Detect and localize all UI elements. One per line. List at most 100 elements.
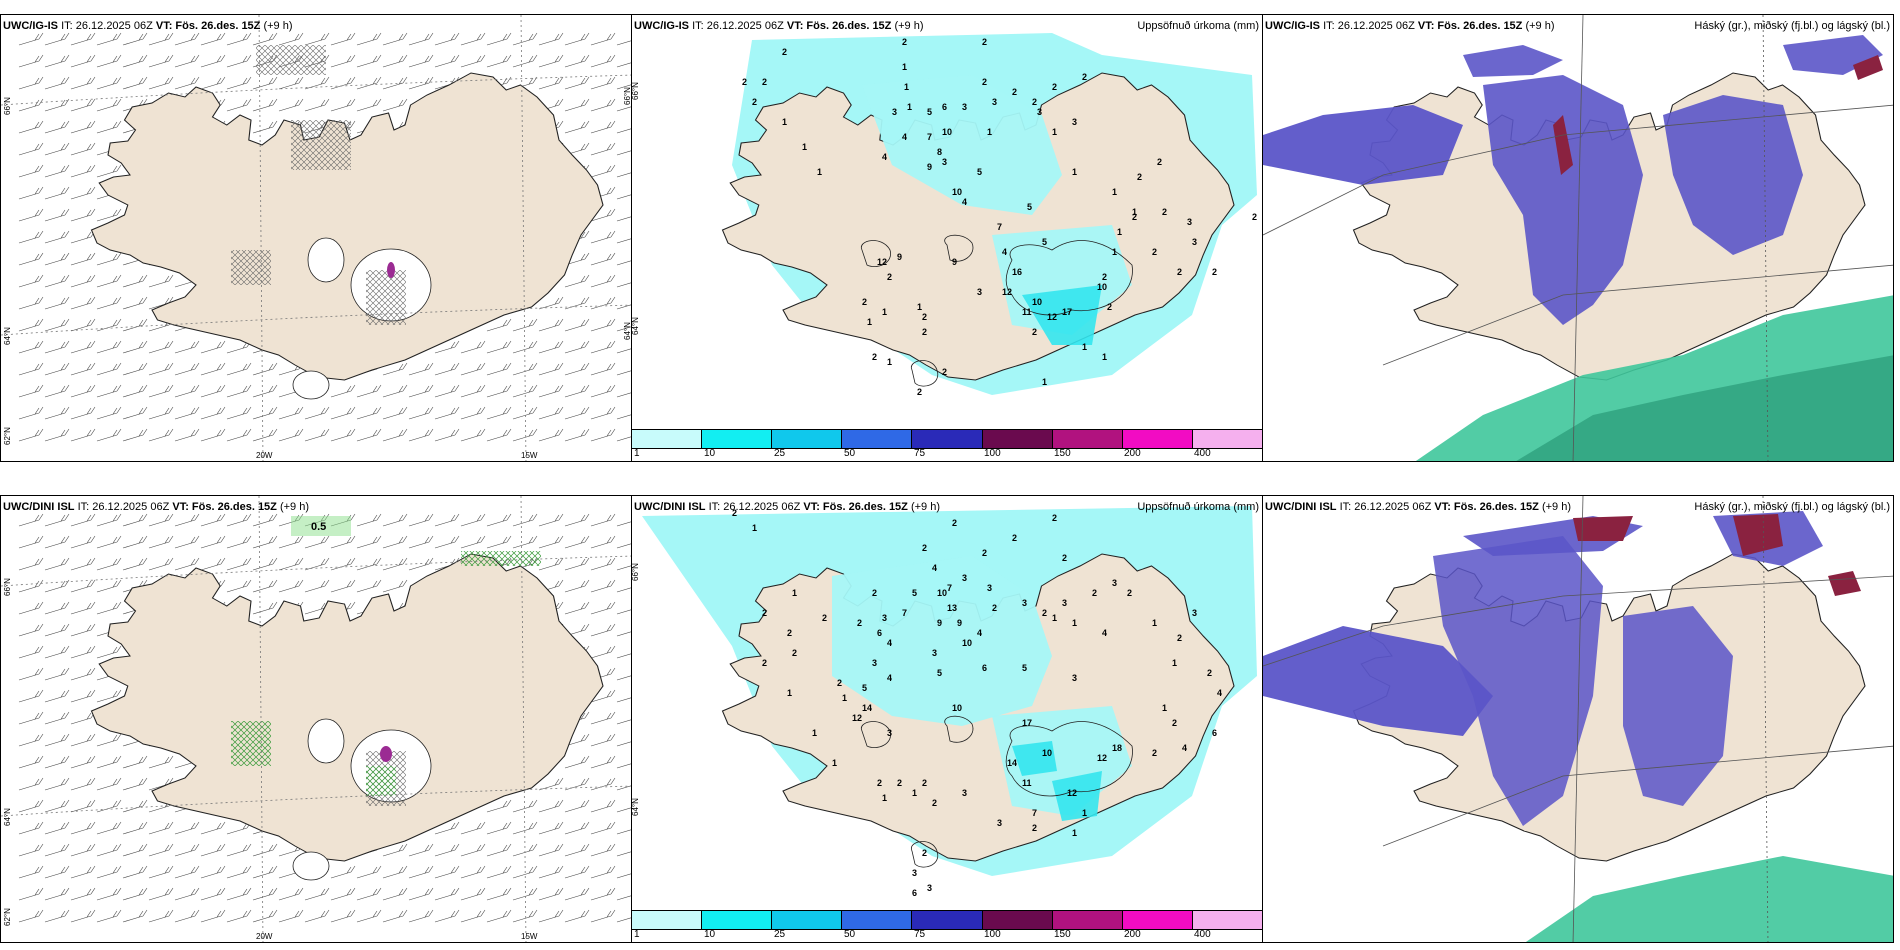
wind-barb [590,32,616,46]
wind-barb [434,362,460,376]
wind-barb [590,513,616,527]
wind-barb [434,340,460,354]
wind-barb [18,909,44,923]
precip-value: 1 [1132,207,1137,217]
precip-value: 1 [1102,352,1107,362]
precip-value: 2 [857,618,862,628]
wind-barb [616,785,631,791]
precip-value: 4 [977,628,982,638]
colorbar-swatch [702,911,773,929]
wind-barb [616,436,631,442]
wind-barb [18,362,44,376]
precip-value: 2 [822,613,827,623]
precip-value: 12 [852,713,862,723]
panel-title: UWC/DINI ISL IT: 26.12.2025 06Z VT: Fös.… [634,501,941,513]
wind-barb [70,623,96,637]
precip-value: 2 [917,387,922,397]
precip-value: 1 [887,357,892,367]
precip-value: 5 [1027,202,1032,212]
wind-barb [382,384,408,398]
wind-barb [434,865,460,879]
wind-barb [304,428,330,442]
precip-value: 1 [867,317,872,327]
wind-barb [148,362,174,376]
precip-value: 13 [947,603,957,613]
wind-barb [616,873,631,879]
wind-barb [486,843,512,857]
wind-barb [616,675,631,681]
wind-barb [278,428,304,442]
precip-value: 1 [882,793,887,803]
wind-barb [356,909,382,923]
wind-barb [44,667,70,681]
wind-barb [538,54,564,68]
precip-value: 1 [1112,187,1117,197]
wind-barb [70,318,96,332]
colorbar-label: 100 [984,448,1001,459]
wind-barb [538,909,564,923]
wind-barb [460,843,486,857]
panel-title: UWC/IG-IS IT: 26.12.2025 06Z VT: Fös. 26… [1265,20,1555,32]
precip-value: 14 [1007,758,1017,768]
precip-value: 9 [952,257,957,267]
precip-value: 2 [887,272,892,282]
wind-barb [70,557,96,571]
precip-value: 10 [937,588,947,598]
wind-barb [44,579,70,593]
wind-barb [304,76,330,90]
colorbar-label: 10 [703,929,716,940]
wind-barb [356,535,382,549]
precip-value: 11 [1022,307,1032,317]
colorbar-label: 400 [1193,929,1211,940]
wind-barb [200,909,226,923]
wind-barb [44,98,70,112]
wind-barb [330,406,356,420]
wind-barb [382,557,408,571]
wind-barb [486,821,512,835]
wind-barb [382,909,408,923]
wind-barb [486,318,512,332]
wind-barb [382,843,408,857]
wind-barb [512,384,538,398]
precip-value: 9 [897,252,902,262]
wind-barb [148,843,174,857]
wind-barb [460,340,486,354]
wind-barb [18,557,44,571]
wind-barb [44,252,70,266]
wind-barb [18,601,44,615]
precip-value: 12 [1047,312,1057,322]
wind-barb [70,733,96,747]
wind-barb [616,172,631,178]
precip-value: 10 [952,703,962,713]
precip-value: 1 [842,693,847,703]
wind-barb [590,579,616,593]
wind-barb [616,653,631,659]
precip-value: 2 [1012,87,1017,97]
wind-barb [564,601,590,615]
precip-value: 2 [782,47,787,57]
wind-barb [564,76,590,90]
wind-barb [512,821,538,835]
wind-barb [18,711,44,725]
wind-barb [44,755,70,769]
wind-barb [18,252,44,266]
wind-barb [434,406,460,420]
wind-barb [512,318,538,332]
wind-barb [18,120,44,134]
wind-barb [616,829,631,835]
precip-value: 1 [882,307,887,317]
wind-barb [512,909,538,923]
colorbar-label: 50 [844,448,856,459]
wind-barb [122,557,148,571]
precip-value: 4 [882,152,887,162]
wind-barb [616,150,631,156]
precip-value: 2 [1042,608,1047,618]
colorbar-swatch [982,911,1053,929]
wind-barb [44,32,70,46]
wind-barb [70,76,96,90]
wind-barb [18,318,44,332]
wind-barb [460,513,486,527]
precip-value: 1 [1042,377,1047,387]
wind-barb [122,821,148,835]
wind-barb [44,230,70,244]
